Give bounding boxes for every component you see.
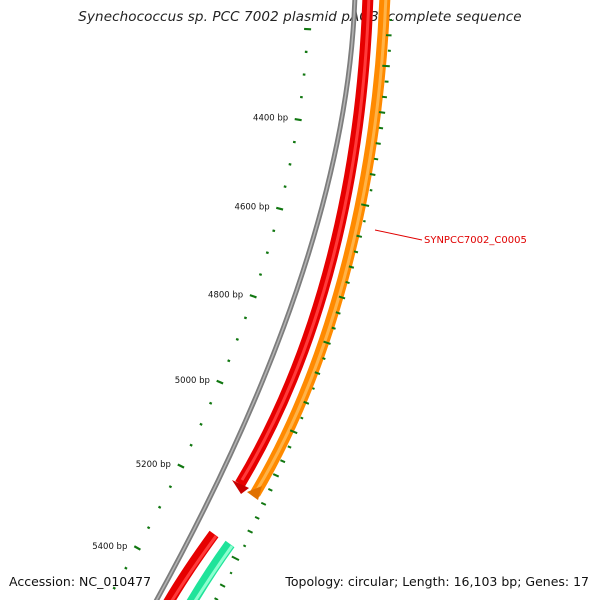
gc-skew-mark — [231, 555, 240, 561]
gc-skew-mark — [345, 281, 350, 285]
major-tick — [275, 206, 284, 211]
accession-info: Accession: NC_010477 — [9, 574, 151, 589]
orange-gene-arrowhead — [247, 486, 262, 500]
gc-skew-mark — [369, 172, 376, 176]
gc-skew-mark — [363, 219, 366, 223]
minor-tick — [124, 566, 128, 570]
gc-skew-mark — [353, 250, 359, 254]
genes-value: 17 — [573, 574, 589, 589]
topology-value: circular — [347, 574, 395, 589]
tick-label: 5200 bp — [136, 460, 171, 470]
red-gene-upper-highlight — [240, 0, 371, 481]
major-tick — [216, 379, 224, 385]
gc-skew-mark — [381, 95, 388, 99]
major-tick — [249, 294, 257, 299]
gc-skew-mark — [289, 429, 298, 435]
gc-skew-mark — [335, 311, 341, 315]
gc-skew-mark — [348, 265, 355, 269]
tick-label: 4400 bp — [253, 114, 288, 124]
gc-skew-mark — [361, 203, 370, 207]
green-gene-lower-highlight — [193, 545, 234, 600]
gc-skew-mark — [312, 387, 315, 390]
gc-skew-mark — [260, 501, 267, 506]
map-title: Synechococcus sp. PCC 7002 plasmid pAQ3,… — [78, 9, 522, 25]
major-tick — [133, 545, 141, 551]
accession-label: Accession: — [9, 574, 76, 589]
major-tick — [177, 463, 185, 469]
gc-skew-mark — [272, 473, 280, 478]
gc-skew-mark — [314, 371, 321, 375]
minor-tick — [208, 401, 213, 405]
minor-tick — [235, 337, 239, 341]
major-tick — [294, 118, 302, 122]
backbone-highlight — [155, 0, 356, 600]
gc-skew-mark — [280, 459, 286, 464]
red-gene-lower-highlight — [170, 535, 218, 600]
gc-skew-mark — [378, 111, 386, 114]
gc-skew-mark — [322, 357, 326, 360]
topology-label: Topology: — [285, 574, 344, 589]
gene-label-synpcc7002-c0005: SYNPCC7002_C0005 — [424, 235, 527, 246]
gc-skew-mark — [287, 445, 292, 449]
gc-skew-mark — [323, 340, 331, 345]
minor-tick — [288, 163, 292, 166]
gc-skew-mark — [373, 157, 379, 161]
minor-tick — [168, 485, 173, 489]
minor-tick — [112, 586, 116, 590]
green-gene-lower[interactable] — [186, 540, 235, 600]
gc-skew-mark — [356, 234, 363, 238]
minor-tick — [157, 505, 162, 509]
tick-label: 5000 bp — [175, 376, 210, 386]
inner-scale-ring — [112, 27, 312, 590]
gene-label-leader — [374, 229, 423, 241]
genes-label: Genes: — [525, 574, 570, 589]
gc-skew-mark — [378, 126, 384, 130]
minor-tick — [258, 273, 263, 276]
scale-tick-labels: 4400 bp 4600 bp 4800 bp 5000 bp 5200 bp 5400 … — [92, 114, 288, 552]
minor-tick — [283, 185, 287, 188]
minor-tick — [199, 422, 203, 426]
accession-value: NC_010477 — [79, 574, 152, 589]
gc-skew-mark — [375, 142, 381, 145]
minor-tick — [189, 443, 193, 447]
gc-skew-mark — [382, 64, 390, 68]
tick-label: 5400 bp — [92, 542, 127, 552]
gc-skew-mark — [229, 571, 233, 575]
length-label: Length: — [402, 574, 450, 589]
minor-tick — [243, 316, 248, 320]
gc-skew-mark — [338, 295, 346, 300]
minor-tick — [272, 229, 276, 233]
gc-skew-mark — [267, 488, 273, 492]
red-gene-upper-arrowhead — [232, 480, 249, 494]
outer-gc-ring — [214, 18, 393, 600]
tick-label: 4800 bp — [208, 290, 243, 300]
minor-tick — [146, 526, 151, 530]
gc-skew-mark — [242, 544, 247, 548]
sequence-summary: Topology: circular; Length: 16,103 bp; G… — [285, 574, 589, 589]
gc-skew-mark — [300, 416, 304, 420]
length-value: 16,103 bp — [453, 574, 518, 589]
red-gene-lower[interactable] — [163, 530, 219, 600]
gc-skew-mark — [254, 515, 260, 520]
minor-tick — [227, 359, 231, 363]
tick-label: 4600 bp — [235, 203, 270, 213]
minor-tick — [265, 251, 269, 255]
gc-skew-mark — [247, 529, 254, 534]
gc-skew-mark — [369, 189, 373, 192]
gene-synpcc7002-c0005-highlight — [255, 0, 388, 491]
gc-skew-mark — [219, 583, 226, 588]
gc-skew-mark — [331, 326, 336, 330]
gc-skew-mark — [303, 400, 310, 405]
